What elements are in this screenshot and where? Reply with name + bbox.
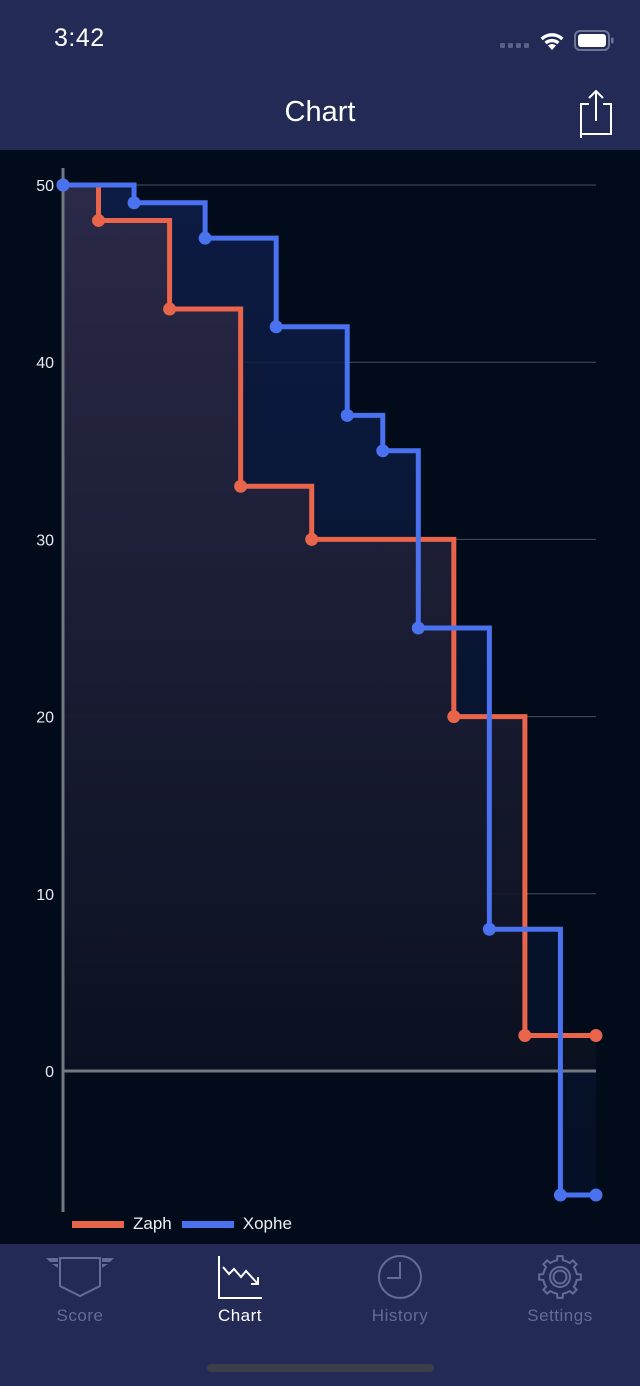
data-point-xophe[interactable] [198, 231, 212, 245]
tab-score[interactable]: Score [0, 1244, 160, 1334]
legend-label-zaph: Zaph [133, 1214, 172, 1233]
data-point-xophe[interactable] [553, 1188, 567, 1202]
svg-text:40: 40 [36, 355, 54, 372]
data-point-zaph[interactable] [447, 710, 461, 724]
svg-text:0: 0 [45, 1064, 54, 1081]
data-point-xophe[interactable] [56, 178, 70, 192]
share-icon[interactable] [574, 88, 618, 138]
tab-settings[interactable]: Settings [480, 1244, 640, 1334]
legend-item-xophe: Xophe [181, 1214, 292, 1234]
tab-label-score: Score [56, 1306, 104, 1325]
tab-label-history: History [371, 1306, 429, 1325]
battery-icon [574, 30, 614, 51]
navigation-bar: Chart [0, 80, 640, 150]
data-point-xophe[interactable] [269, 320, 283, 334]
series-line-zaph[interactable] [63, 182, 596, 1039]
status-bar: 3:42 [0, 0, 640, 80]
chart-legend: Zaph Xophe [72, 1214, 302, 1234]
data-point-xophe[interactable] [589, 1188, 603, 1202]
data-point-xophe[interactable] [340, 408, 354, 422]
tab-label-settings: Settings [527, 1306, 593, 1325]
data-point-zaph[interactable] [518, 1029, 532, 1043]
shield-wings-icon [46, 1257, 114, 1298]
data-point-xophe[interactable] [376, 444, 390, 458]
svg-text:20: 20 [36, 710, 54, 727]
step-line-chart[interactable]: 0 10 20 30 40 50 [0, 150, 640, 1244]
wifi-icon [540, 33, 564, 50]
data-point-zaph[interactable] [92, 213, 106, 227]
cellular-signal-icon [500, 43, 529, 48]
legend-item-zaph: Zaph [72, 1214, 172, 1234]
tab-chart[interactable]: Chart [160, 1244, 320, 1334]
legend-swatch-zaph [72, 1220, 124, 1228]
data-point-xophe[interactable] [411, 621, 425, 635]
svg-text:50: 50 [36, 178, 54, 195]
page-title: Chart [284, 96, 356, 128]
svg-text:10: 10 [36, 887, 54, 904]
tab-history[interactable]: History [320, 1244, 480, 1334]
data-point-zaph[interactable] [305, 532, 319, 546]
data-point-zaph[interactable] [234, 479, 248, 493]
data-point-xophe[interactable] [127, 196, 141, 210]
chart-down-icon [218, 1256, 262, 1299]
series-line-xophe[interactable] [63, 182, 596, 1198]
svg-text:30: 30 [36, 532, 54, 549]
legend-label-xophe: Xophe [242, 1214, 292, 1233]
status-time: 3:42 [54, 24, 105, 52]
tab-bar: Score Chart History Settings [0, 1244, 640, 1386]
legend-swatch-xophe [181, 1220, 234, 1228]
home-indicator [207, 1364, 434, 1372]
chart-area[interactable]: 0 10 20 30 40 50 Zaph Xophe [0, 150, 640, 1244]
data-point-zaph[interactable] [589, 1029, 603, 1043]
tab-label-chart: Chart [217, 1306, 263, 1325]
clock-icon [378, 1255, 422, 1299]
gear-icon [538, 1255, 582, 1299]
data-point-xophe[interactable] [482, 922, 496, 936]
data-point-zaph[interactable] [163, 302, 177, 316]
